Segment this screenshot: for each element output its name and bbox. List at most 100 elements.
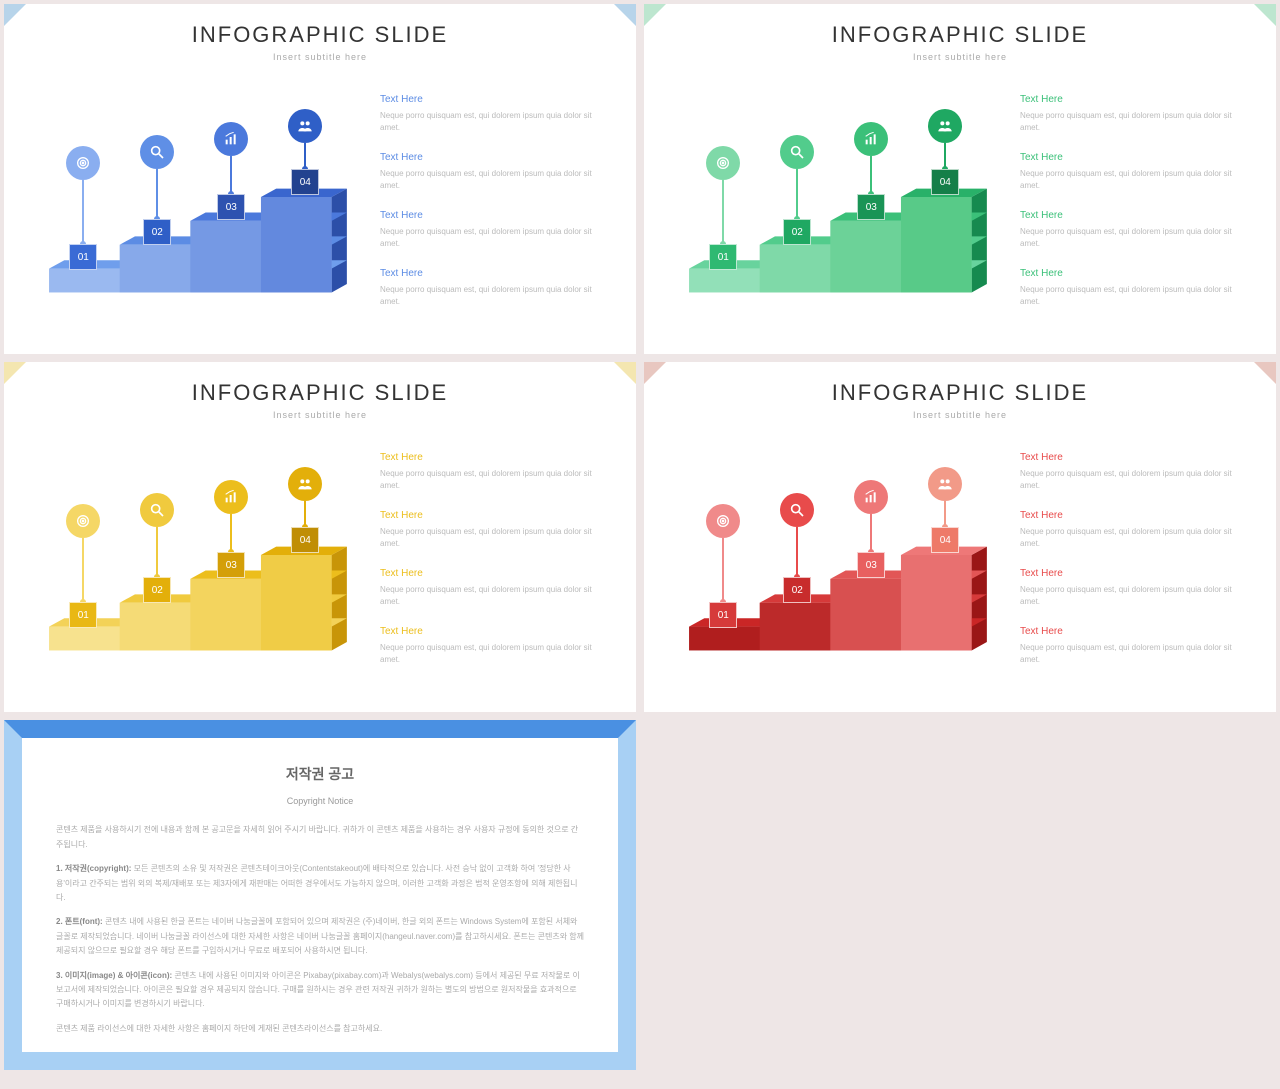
step-pin-1 [706,504,740,605]
text-body: Neque porro quisquam est, qui dolorem ip… [380,526,608,550]
pin-connector [796,527,798,577]
step-pin-1 [66,504,100,605]
step-pin-2 [780,135,814,222]
text-block: Text Here Neque porro quisquam est, qui … [1020,450,1248,492]
copyright-title: 저작권 공고 [56,762,584,787]
text-block: Text Here Neque porro quisquam est, qui … [1020,266,1248,308]
step-pin-4 [928,467,962,530]
text-heading: Text Here [1020,450,1248,465]
text-block: Text Here Neque porro quisquam est, qui … [380,508,608,550]
search-icon [780,135,814,169]
text-heading: Text Here [1020,566,1248,581]
step-pin-3 [214,122,248,197]
slide-title: INFOGRAPHIC SLIDE [644,22,1276,48]
stairs-diagram: 01 02 03 04 [32,92,362,302]
text-column: Text Here Neque porro quisquam est, qui … [380,92,608,324]
copyright-slide: 저작권 공고 Copyright Notice 콘텐츠 제품을 사용하시기 전에… [4,720,636,1070]
infographic-slide-blue: INFOGRAPHIC SLIDE Insert subtitle here 0… [4,4,636,354]
text-heading: Text Here [1020,208,1248,223]
step-pin-4 [288,109,322,172]
text-block: Text Here Neque porro quisquam est, qui … [1020,208,1248,250]
paragraph-head: 3. 이미지(image) & 아이콘(icon): [56,971,172,980]
pin-connector [82,180,84,244]
copyright-paragraph: 1. 저작권(copyright): 모든 콘텐츠의 소유 및 저작권은 콘텐츠… [56,862,584,905]
pin-connector [156,527,158,577]
text-heading: Text Here [380,150,608,165]
text-heading: Text Here [380,450,608,465]
search-icon [780,493,814,527]
copyright-paragraph: 2. 폰트(font): 콘텐츠 내에 사용된 한글 폰트는 네이버 나눔글꼴에… [56,915,584,958]
text-body: Neque porro quisquam est, qui dolorem ip… [1020,526,1248,550]
people-icon [928,109,962,143]
text-heading: Text Here [1020,92,1248,107]
step-number-box: 04 [291,169,319,195]
pin-connector [796,169,798,219]
slide-title: INFOGRAPHIC SLIDE [4,380,636,406]
text-block: Text Here Neque porro quisquam est, qui … [1020,624,1248,666]
paragraph-head: 1. 저작권(copyright): [56,864,131,873]
step-pin-3 [854,122,888,197]
slide-subtitle: Insert subtitle here [4,410,636,420]
pin-connector [722,180,724,244]
chart-icon [214,122,248,156]
chart-icon [214,480,248,514]
corner-decoration [4,4,26,26]
slide-title: INFOGRAPHIC SLIDE [4,22,636,48]
step-number-box: 02 [143,577,171,603]
text-heading: Text Here [380,624,608,639]
text-heading: Text Here [1020,624,1248,639]
text-block: Text Here Neque porro quisquam est, qui … [380,624,608,666]
stairs-diagram: 01 02 03 04 [672,92,1002,302]
stairs-diagram: 01 02 03 04 [672,450,1002,660]
step-pin-4 [288,467,322,530]
infographic-slide-green: INFOGRAPHIC SLIDE Insert subtitle here 0… [644,4,1276,354]
target-icon [706,504,740,538]
text-body: Neque porro quisquam est, qui dolorem ip… [1020,642,1248,666]
people-icon [288,467,322,501]
infographic-slide-yellow: INFOGRAPHIC SLIDE Insert subtitle here 0… [4,362,636,712]
text-body: Neque porro quisquam est, qui dolorem ip… [380,642,608,666]
text-block: Text Here Neque porro quisquam est, qui … [380,566,608,608]
pin-connector [870,514,872,552]
copyright-paragraph: 콘텐츠 제품을 사용하시기 전에 내용과 함께 본 공고문을 자세히 읽어 주시… [56,823,584,852]
search-icon [140,493,174,527]
corner-decoration [4,362,26,384]
search-icon [140,135,174,169]
text-body: Neque porro quisquam est, qui dolorem ip… [1020,226,1248,250]
slide-subtitle: Insert subtitle here [4,52,636,62]
text-block: Text Here Neque porro quisquam est, qui … [380,150,608,192]
slide-subtitle: Insert subtitle here [644,52,1276,62]
target-icon [66,504,100,538]
corner-decoration [614,362,636,384]
step-number-box: 01 [709,244,737,270]
step-number-box: 02 [783,219,811,245]
step-number-box: 01 [69,602,97,628]
step-number-box: 01 [709,602,737,628]
step-number-box: 03 [857,552,885,578]
step-number-box: 03 [857,194,885,220]
text-body: Neque porro quisquam est, qui dolorem ip… [1020,110,1248,134]
text-block: Text Here Neque porro quisquam est, qui … [380,92,608,134]
people-icon [928,467,962,501]
text-heading: Text Here [1020,266,1248,281]
step-pin-3 [854,480,888,555]
text-heading: Text Here [1020,508,1248,523]
step-number-box: 04 [931,527,959,553]
text-body: Neque porro quisquam est, qui dolorem ip… [380,226,608,250]
step-pin-2 [140,135,174,222]
text-block: Text Here Neque porro quisquam est, qui … [380,266,608,308]
people-icon [288,109,322,143]
paragraph-body: 모든 콘텐츠의 소유 및 저작권은 콘텐츠테이크아웃(Contentstakeo… [56,864,577,902]
pin-connector [82,538,84,602]
step-number-box: 03 [217,552,245,578]
step-number-box: 04 [291,527,319,553]
text-block: Text Here Neque porro quisquam est, qui … [1020,566,1248,608]
text-body: Neque porro quisquam est, qui dolorem ip… [380,284,608,308]
text-block: Text Here Neque porro quisquam est, qui … [380,208,608,250]
slide-subtitle: Insert subtitle here [644,410,1276,420]
step-number-box: 02 [143,219,171,245]
step-pin-1 [66,146,100,247]
text-body: Neque porro quisquam est, qui dolorem ip… [1020,284,1248,308]
corner-decoration [1254,4,1276,26]
text-heading: Text Here [380,208,608,223]
